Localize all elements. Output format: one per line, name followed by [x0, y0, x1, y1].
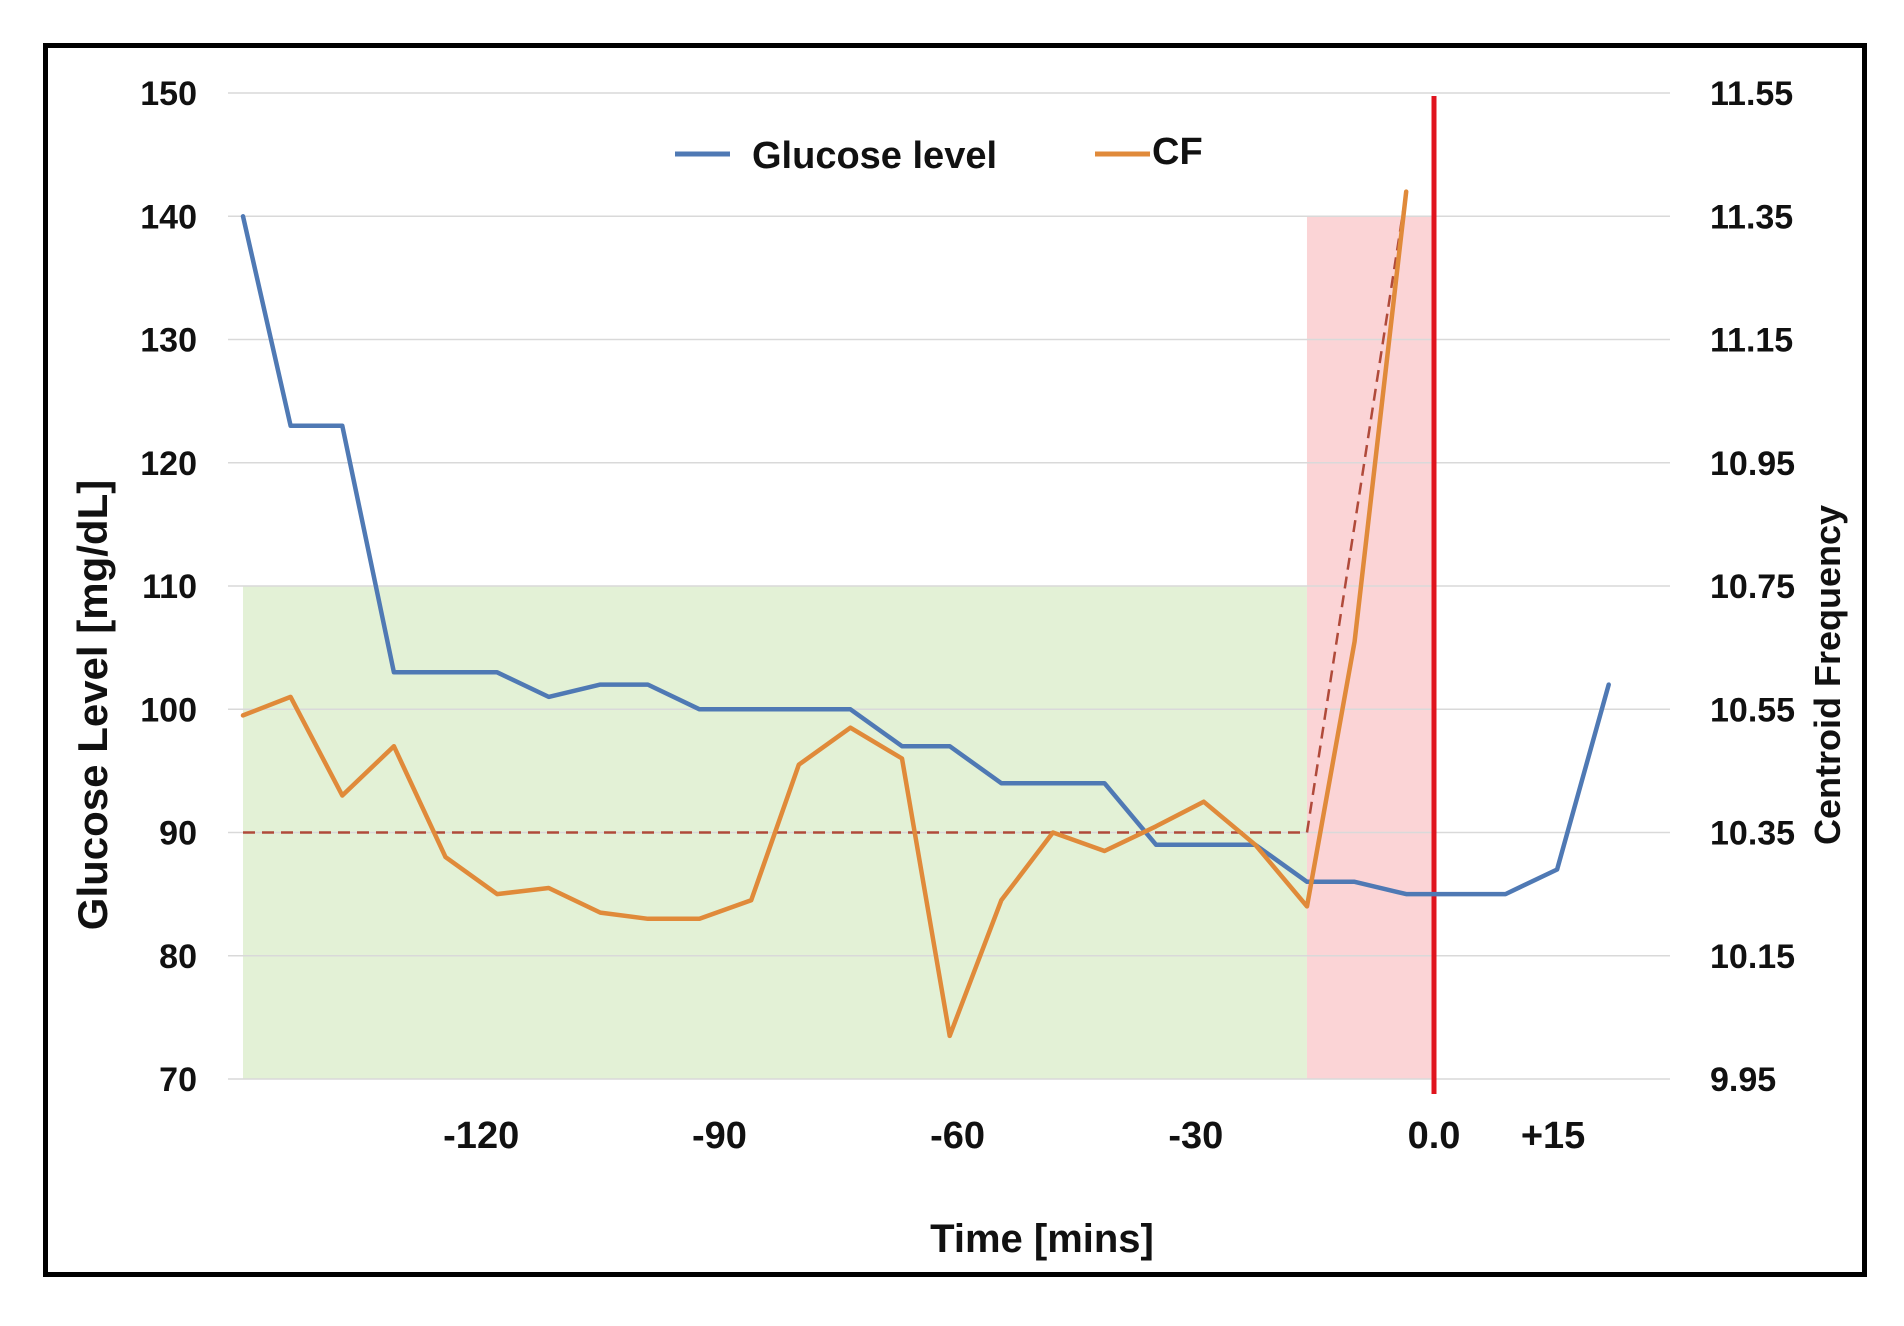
x-tick-label: -30 [1168, 1115, 1223, 1157]
y-right-tick-label: 10.15 [1710, 938, 1795, 976]
glucose-series-line [240, 214, 1611, 897]
y-right-tick-label: 10.35 [1710, 815, 1795, 853]
y-left-tick-label: 120 [140, 445, 197, 483]
y-left-tick-label: 110 [142, 568, 197, 606]
x-tick-label: +15 [1521, 1115, 1585, 1157]
x-axis-title: Time [mins] [930, 1217, 1154, 1261]
legend: Glucose level CF [675, 131, 1203, 177]
y-left-tick-label: 100 [140, 691, 197, 729]
y-axis-right-title: Centroid Frequency [1807, 505, 1848, 845]
legend-label-glucose: Glucose level [752, 135, 997, 177]
chart-frame [43, 43, 1867, 1277]
y-right-tick-label: 10.75 [1710, 568, 1795, 606]
x-tick-label: -120 [443, 1115, 519, 1157]
y-left-tick-label: 140 [140, 198, 197, 236]
y-right-tick-label: 10.95 [1710, 445, 1795, 483]
y-left-tick-label: 130 [140, 322, 197, 360]
y-axis-left-title: Glucose Level [mg/dL] [69, 480, 116, 930]
y-right-tick-label: 11.15 [1710, 322, 1793, 360]
x-tick-label: -60 [930, 1115, 985, 1157]
y-right-tick-label: 9.95 [1710, 1061, 1776, 1099]
x-tick-label: -90 [692, 1115, 747, 1157]
y-left-tick-label: 70 [159, 1061, 197, 1099]
y-right-tick-label: 10.55 [1710, 691, 1795, 729]
legend-label-cf: CF [1152, 131, 1203, 173]
y-right-tick-label: 11.35 [1710, 198, 1793, 236]
y-left-tick-label: 80 [159, 938, 197, 976]
y-left-tick-label: 90 [159, 815, 197, 853]
y-left-tick-label: 150 [140, 75, 197, 113]
cf-series-line [240, 189, 1409, 1039]
x-tick-label: 0.0 [1408, 1115, 1461, 1157]
cf-baseline-trend-line [243, 191, 1408, 834]
y-right-tick-label: 11.55 [1710, 75, 1793, 113]
alert-region [1306, 216, 1434, 1079]
